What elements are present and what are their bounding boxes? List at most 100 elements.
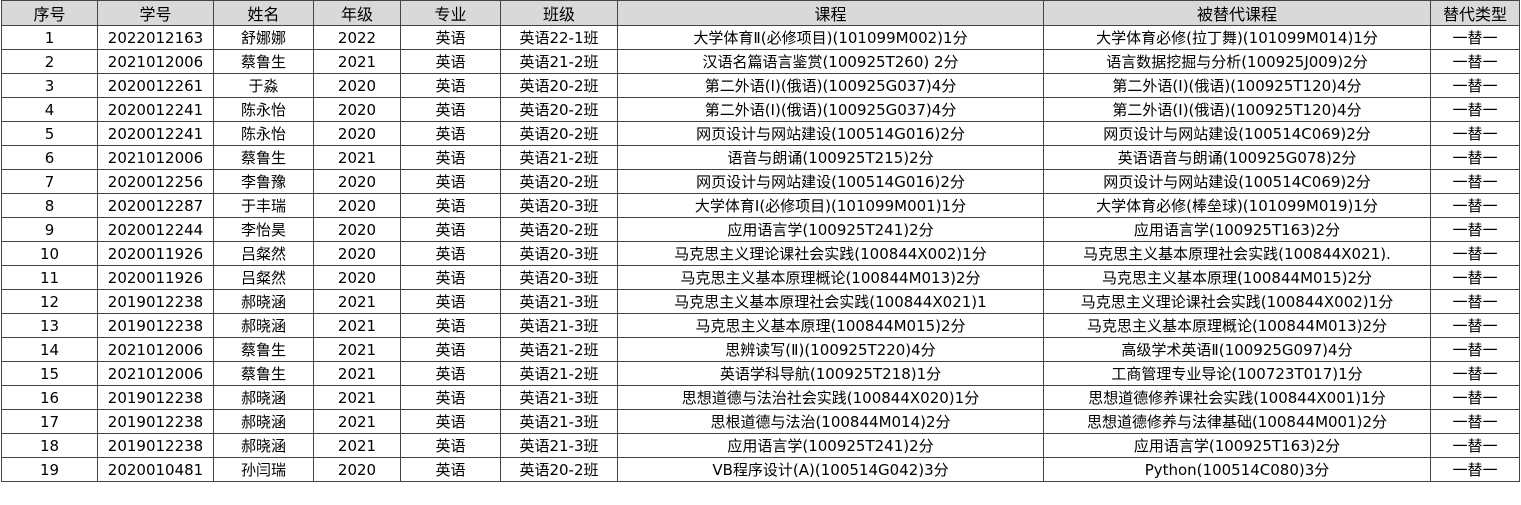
header-cell: 课程 (617, 0, 1044, 26)
table-cell: 6 (1, 145, 98, 170)
table-cell: 英语20-2班 (500, 121, 618, 146)
table-row: 10 2020011926 吕粲然 2020 英语 英语20-3班 马克思主义理论课社会实践… (1, 241, 1520, 266)
table-cell: 2020012241 (97, 121, 214, 146)
table-cell: 英语 (400, 97, 501, 122)
table-cell: 2020 (313, 265, 401, 290)
table-cell: 思根道德与法治(100844M014)2分 (617, 409, 1044, 434)
table-cell: 2 (1, 49, 98, 74)
table-cell: 2020 (313, 169, 401, 194)
table-cell: 郝晓涵 (213, 289, 314, 314)
table-cell: Python(100514C080)3分 (1043, 457, 1431, 482)
table-cell: 2021 (313, 433, 401, 458)
table-cell: 思想道德修养课社会实践(100844X001)1分 (1043, 385, 1431, 410)
table-row: 1 2022012163 舒娜娜 2022 英语 英语22-1班 大学体育Ⅱ(必修项目)(1… (1, 25, 1520, 50)
table-cell: 19 (1, 457, 98, 482)
table-cell: 一替一 (1430, 145, 1520, 170)
table-cell: 吕粲然 (213, 265, 314, 290)
header-cell: 专业 (400, 0, 501, 26)
table-cell: 英语 (400, 169, 501, 194)
table-cell: 15 (1, 361, 98, 386)
table-cell: 14 (1, 337, 98, 362)
table-cell: 一替一 (1430, 241, 1520, 266)
table-cell: 2021 (313, 337, 401, 362)
table-cell: 2021 (313, 313, 401, 338)
table-cell: 大学体育必修(棒垒球)(101099M019)1分 (1043, 193, 1431, 218)
table-cell: 2019012238 (97, 409, 214, 434)
table-cell: 网页设计与网站建设(100514G016)2分 (617, 121, 1044, 146)
table-cell: 一替一 (1430, 169, 1520, 194)
table-cell: 英语21-3班 (500, 433, 618, 458)
table-cell: 英语 (400, 457, 501, 482)
table-cell: 语言数据挖掘与分析(100925J009)2分 (1043, 49, 1431, 74)
table-cell: 英语20-2班 (500, 73, 618, 98)
table-cell: 2019012238 (97, 433, 214, 458)
table-cell: 2020012256 (97, 169, 214, 194)
table-cell: 英语20-2班 (500, 169, 618, 194)
table-cell: 李鲁豫 (213, 169, 314, 194)
table-cell: 英语 (400, 361, 501, 386)
table-cell: 一替一 (1430, 97, 1520, 122)
table-cell: 马克思主义基本原理概论(100844M013)2分 (1043, 313, 1431, 338)
table-cell: 陈永怡 (213, 97, 314, 122)
table-cell: 网页设计与网站建设(100514C069)2分 (1043, 121, 1431, 146)
table-cell: 5 (1, 121, 98, 146)
table-cell: 第二外语(I)(俄语)(100925T120)4分 (1043, 97, 1431, 122)
table-cell: 英语 (400, 25, 501, 50)
table-cell: 孙闫瑞 (213, 457, 314, 482)
table-cell: 2021012006 (97, 337, 214, 362)
table-cell: 一替一 (1430, 217, 1520, 242)
table-row: 15 2021012006 蔡鲁生 2021 英语 英语21-2班 英语学科导航(10092… (1, 361, 1520, 386)
table-cell: 英语21-2班 (500, 49, 618, 74)
table-cell: 一替一 (1430, 73, 1520, 98)
table-cell: 一替一 (1430, 433, 1520, 458)
table-cell: 3 (1, 73, 98, 98)
table-cell: 英语20-2班 (500, 457, 618, 482)
table-cell: 郝晓涵 (213, 385, 314, 410)
table-cell: 2022 (313, 25, 401, 50)
table-cell: 1 (1, 25, 98, 50)
table-row: 13 2019012238 郝晓涵 2021 英语 英语21-3班 马克思主义基本原理(10… (1, 313, 1520, 338)
table-cell: 2020012261 (97, 73, 214, 98)
table-cell: 一替一 (1430, 265, 1520, 290)
header-cell: 姓名 (213, 0, 314, 26)
table-cell: 10 (1, 241, 98, 266)
table-cell: 郝晓涵 (213, 313, 314, 338)
table-cell: 英语 (400, 121, 501, 146)
table-cell: 于淼 (213, 73, 314, 98)
table-cell: 马克思主义理论课社会实践(100844X002)1分 (617, 241, 1044, 266)
table-cell: 2021012006 (97, 361, 214, 386)
table-cell: 应用语言学(100925T163)2分 (1043, 217, 1431, 242)
table-cell: 2020011926 (97, 265, 214, 290)
table-cell: 英语20-3班 (500, 193, 618, 218)
table-body: 1 2022012163 舒娜娜 2022 英语 英语22-1班 大学体育Ⅱ(必修项目)(1… (1, 25, 1520, 482)
table-cell: 2020011926 (97, 241, 214, 266)
table-cell: 第二外语(I)(俄语)(100925G037)4分 (617, 97, 1044, 122)
table-row: 2 2021012006 蔡鲁生 2021 英语 英语21-2班 汉语名篇语言鉴赏(1009… (1, 49, 1520, 74)
table-cell: 2019012238 (97, 313, 214, 338)
table-cell: 英语20-3班 (500, 265, 618, 290)
table-cell: 2020 (313, 193, 401, 218)
table-cell: 英语22-1班 (500, 25, 618, 50)
table-cell: 2020 (313, 457, 401, 482)
table-cell: 一替一 (1430, 25, 1520, 50)
table-row: 14 2021012006 蔡鲁生 2021 英语 英语21-2班 思辨读写(Ⅱ)(1009… (1, 337, 1520, 362)
table-cell: 网页设计与网站建设(100514G016)2分 (617, 169, 1044, 194)
table-cell: 一替一 (1430, 409, 1520, 434)
table-cell: 应用语言学(100925T241)2分 (617, 433, 1044, 458)
table-cell: 一替一 (1430, 385, 1520, 410)
header-cell: 序号 (1, 0, 98, 26)
table-cell: 16 (1, 385, 98, 410)
table-cell: 大学体育必修(拉丁舞)(101099M014)1分 (1043, 25, 1431, 50)
table-cell: 语音与朗诵(100925T215)2分 (617, 145, 1044, 170)
table-cell: 2020 (313, 73, 401, 98)
table-cell: 2021012006 (97, 49, 214, 74)
table-cell: 英语20-3班 (500, 241, 618, 266)
table-row: 8 2020012287 于丰瑞 2020 英语 英语20-3班 大学体育I(必修项目)(1… (1, 193, 1520, 218)
table-cell: 马克思主义基本原理概论(100844M013)2分 (617, 265, 1044, 290)
table-cell: 英语21-3班 (500, 409, 618, 434)
table-cell: 一替一 (1430, 313, 1520, 338)
table-row: 3 2020012261 于淼 2020 英语 英语20-2班 第二外语(I)(俄语)(10… (1, 73, 1520, 98)
table-cell: 英语 (400, 337, 501, 362)
table-cell: 2020010481 (97, 457, 214, 482)
